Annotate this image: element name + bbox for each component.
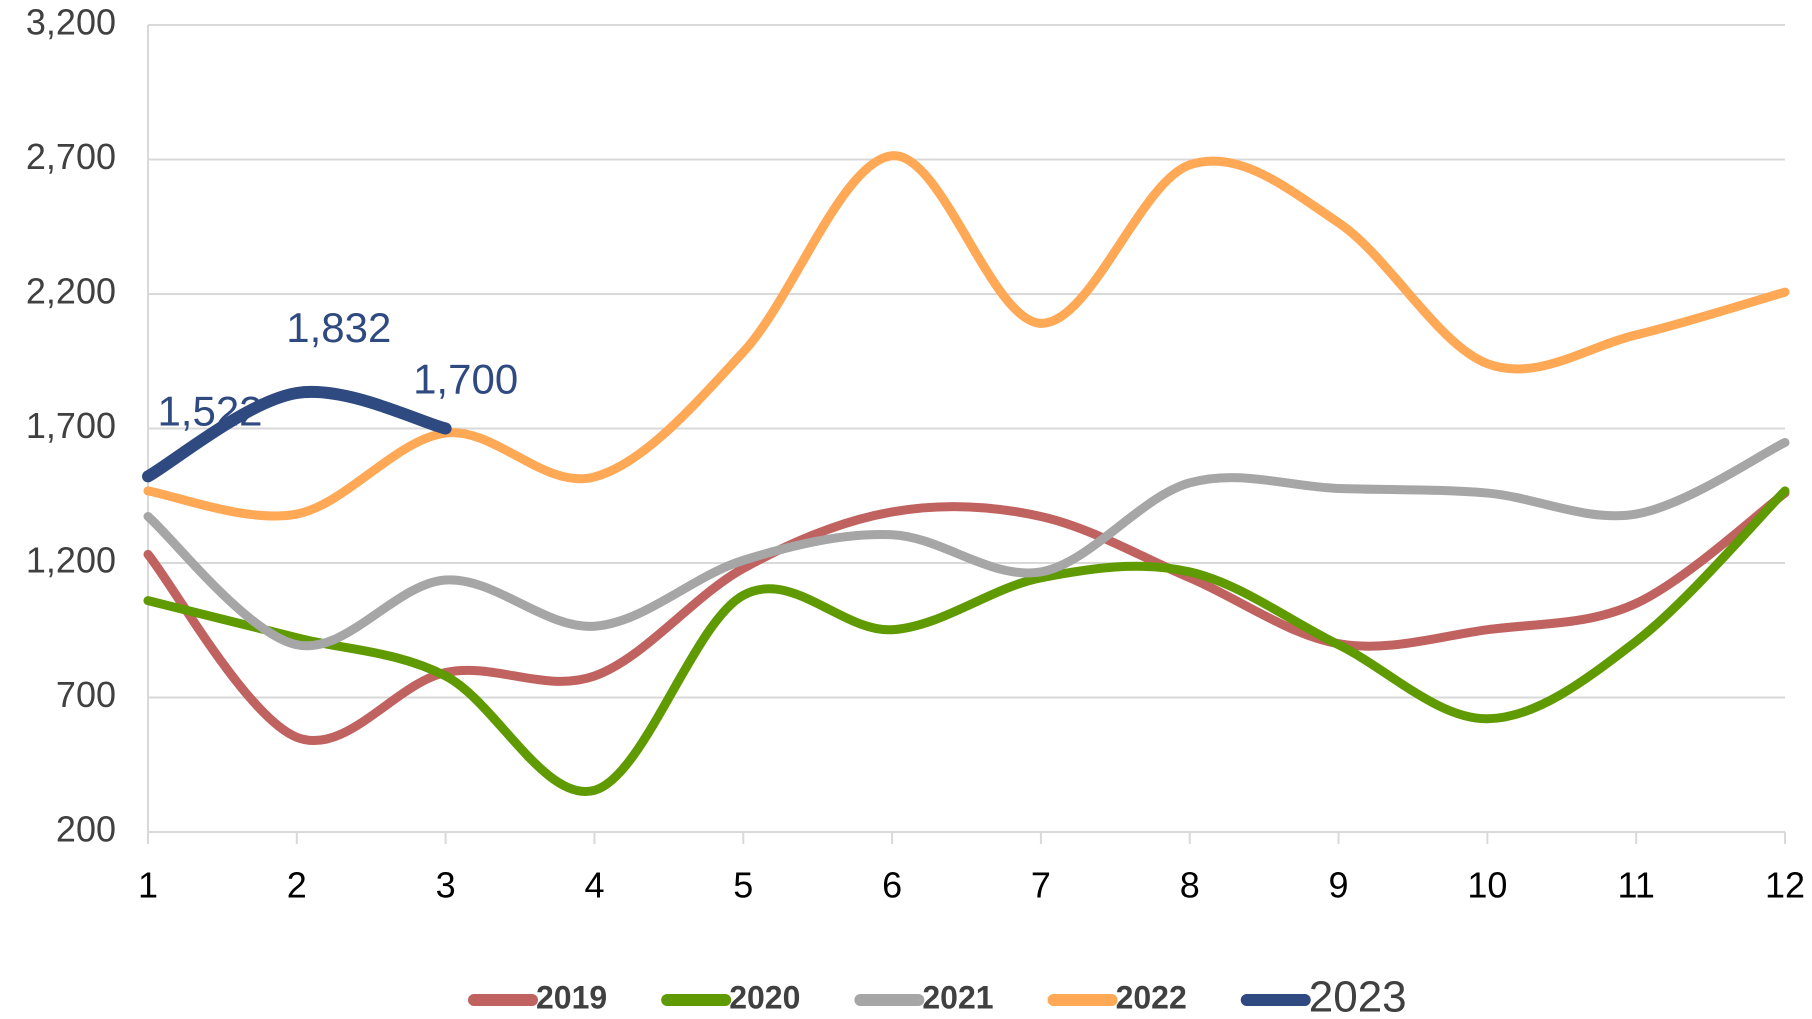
x-tick-label: 1: [138, 865, 158, 906]
x-tick-label: 9: [1329, 865, 1349, 906]
x-tick-label: 12: [1765, 865, 1805, 906]
x-tick-label: 6: [882, 865, 902, 906]
y-tick-label: 3,200: [26, 2, 116, 43]
series-line: [143, 488, 1790, 745]
series-line: [143, 486, 1790, 796]
y-tick-label: 200: [56, 809, 116, 850]
x-tick-label: 8: [1180, 865, 1200, 906]
x-tick-label: 7: [1031, 865, 1051, 906]
series-line: [143, 151, 1790, 521]
y-tick-label: 2,700: [26, 136, 116, 177]
data-label: 1,700: [413, 356, 518, 403]
x-tick-label: 3: [436, 865, 456, 906]
legend-label: 2021: [922, 979, 993, 1015]
data-label: 1,522: [157, 387, 262, 434]
data-label: 1,832: [286, 304, 391, 351]
x-tick-label: 10: [1467, 865, 1507, 906]
legend-label: 2019: [536, 979, 607, 1015]
x-tick-label: 4: [584, 865, 604, 906]
legend-label: 2022: [1116, 979, 1187, 1015]
legend-label: 2020: [729, 979, 800, 1015]
x-tick-label: 2: [287, 865, 307, 906]
series-line: [143, 437, 1790, 651]
series-line: [142, 385, 452, 483]
legend-label: 2023: [1309, 973, 1407, 1019]
x-tick-label: 5: [733, 865, 753, 906]
x-tick-label: 11: [1617, 865, 1654, 906]
y-tick-label: 700: [56, 674, 116, 715]
y-tick-label: 1,200: [26, 540, 116, 581]
y-tick-label: 2,200: [26, 271, 116, 312]
y-tick-label: 1,700: [26, 405, 116, 446]
